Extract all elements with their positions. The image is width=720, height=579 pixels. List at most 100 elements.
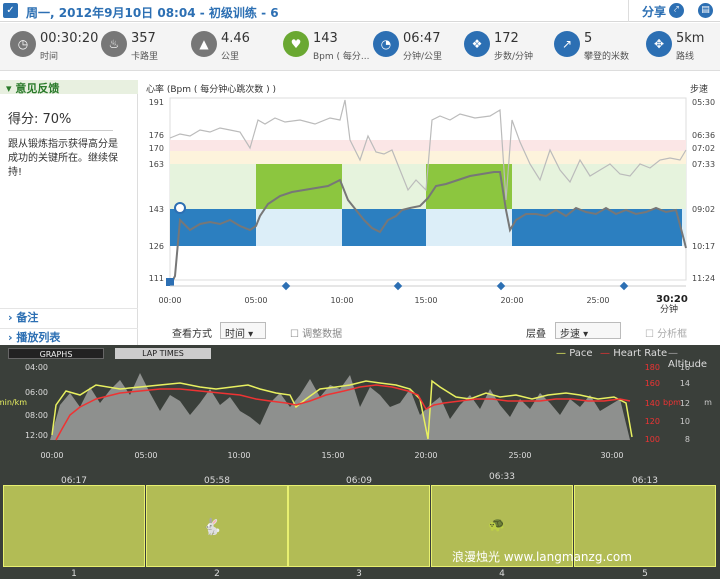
- x-tick-label: 05:00: [134, 451, 157, 460]
- lap-bar[interactable]: [146, 485, 288, 567]
- x-tick-label: 05:00: [244, 296, 267, 305]
- graphs-svg[interactable]: 04:0006:0008:0012:00min/km18016014012010…: [0, 345, 720, 579]
- x-tick-label: 15:00: [321, 451, 344, 460]
- y2-tick-label: 09:02: [692, 205, 715, 214]
- map-pin-icon[interactable]: [174, 202, 186, 214]
- lap-pace: 06:33: [489, 472, 515, 482]
- pace-tick-label: 04:00: [25, 363, 48, 372]
- x-tick-label: 30:00: [600, 451, 623, 460]
- altitude-tick-label: 8: [685, 435, 690, 444]
- share-icon[interactable]: ⤤: [669, 3, 684, 18]
- score: 得分: 70%: [8, 112, 72, 127]
- bpm-tick-label: 180: [645, 363, 660, 372]
- chart-axes: 191 176 170 163 143 126 111 05:30 06:36 07:02 07:3…: [149, 98, 715, 305]
- y-tick-label: 163: [149, 160, 164, 169]
- lower-panel: GRAPHS LAP TIMES — Pace — Heart Rate — A…: [0, 345, 720, 579]
- playhead-marker[interactable]: [166, 278, 174, 286]
- print-icon[interactable]: ▤: [698, 3, 713, 18]
- lap-bar[interactable]: [431, 485, 573, 567]
- feedback-toggle[interactable]: ▾ 意见反馈: [0, 80, 138, 95]
- notes-toggle[interactable]: › 备注: [0, 308, 138, 324]
- tab-lap-times[interactable]: LAP TIMES: [115, 348, 211, 359]
- footsteps-icon: ❖: [464, 31, 490, 57]
- sidebar: ▾ 意见反馈 得分: 70% 跟从锻炼指示获得高分是成功的关键所在。继续保持! …: [0, 80, 138, 345]
- total-time: 30:20: [656, 294, 688, 305]
- x-tick-label: 00:00: [158, 296, 181, 305]
- bpm-tick-label: 160: [645, 379, 660, 388]
- collapse-checkbox[interactable]: ✓: [3, 3, 18, 18]
- overlay-select[interactable]: 步速 ▾: [555, 322, 621, 340]
- share-button[interactable]: 分享: [642, 5, 667, 19]
- y-tick-label: 143: [149, 205, 164, 214]
- pace-axis-label: min/km: [0, 398, 27, 407]
- stopwatch-icon: ◷: [10, 31, 36, 57]
- lap-marker[interactable]: [281, 281, 291, 291]
- analysis-checkbox[interactable]: ☐ 分析框: [645, 329, 688, 340]
- lap-number: 2: [214, 569, 220, 579]
- y-tick-label: 176: [149, 131, 164, 140]
- x-tick-label: 20:00: [414, 451, 437, 460]
- lap-bar[interactable]: [288, 485, 430, 567]
- y-tick-label: 191: [149, 98, 164, 107]
- interval-green-2: [426, 164, 512, 209]
- x-tick-label: 10:00: [227, 451, 250, 460]
- turtle-icon: 🐢: [488, 517, 506, 533]
- y2-tick-label: 07:02: [692, 144, 715, 153]
- chart-title: 心率 (Bpm ( 每分钟心跳次数 ) ): [146, 83, 276, 95]
- route-icon: ✥: [646, 31, 672, 57]
- divider: [628, 0, 629, 22]
- lap-marker[interactable]: [619, 281, 629, 291]
- lower-axes: 04:00 06:00 08:00 12:00 min/km 180 160 140 120 10…: [0, 363, 712, 460]
- lap-bar[interactable]: [3, 485, 145, 567]
- lap-marker[interactable]: [393, 281, 403, 291]
- divider: [8, 130, 113, 131]
- heart-icon: ♥: [283, 31, 309, 57]
- legend-heartrate: — Heart Rate: [600, 348, 668, 359]
- view-mode-select[interactable]: 时间 ▾: [220, 322, 266, 340]
- x-tick-label: 25:00: [586, 296, 609, 305]
- altitude-tick-label: 10: [680, 417, 690, 426]
- lap-pace: 06:09: [346, 476, 372, 486]
- total-time-unit: 分钟: [660, 303, 678, 315]
- y-tick-label: 111: [149, 274, 164, 283]
- overlay-label: 层叠: [526, 329, 546, 340]
- lap-pace: 05:58: [204, 476, 230, 486]
- lap-pace: 06:13: [632, 476, 658, 486]
- pace-tick-label: 12:00: [25, 431, 48, 440]
- y2-tick-label: 06:36: [692, 131, 715, 140]
- y-tick-label: 170: [149, 144, 164, 153]
- bpm-tick-label: 140: [645, 399, 660, 408]
- bpm-axis-label: bpm: [663, 398, 681, 407]
- legend-altitude: — Altitude: [668, 348, 708, 370]
- pace-tick-label: 08:00: [25, 411, 48, 420]
- y-tick-label: 126: [149, 242, 164, 251]
- stats-bar: ◷ 00:30:20 时间 ♨ 357 卡路里 ▲ 4.46 公里 ♥ 143 Bpm ( 每分…: [0, 23, 720, 71]
- x-tick-label: 00:00: [40, 451, 63, 460]
- x-tick-label: 25:00: [508, 451, 531, 460]
- zone-orange: [170, 151, 686, 164]
- x-tick-label: 20:00: [500, 296, 523, 305]
- y2-tick-label: 10:17: [692, 242, 715, 251]
- zone-red: [170, 140, 686, 151]
- bpm-tick-label: 120: [645, 417, 660, 426]
- adjust-data-checkbox[interactable]: ☐ 调整数据: [290, 329, 343, 340]
- altitude-tick-label: 14: [680, 379, 690, 388]
- x-tick-label: 15:00: [414, 296, 437, 305]
- feedback-text: 跟从锻炼指示获得高分是成功的关键所在。继续保持!: [8, 139, 118, 178]
- y2-tick-label: 11:24: [692, 274, 715, 283]
- gauge-icon: ◔: [373, 31, 399, 57]
- lap-bar[interactable]: [574, 485, 716, 567]
- playlist-toggle[interactable]: › 播放列表: [0, 328, 138, 344]
- workout-title: 周一, 2012年9月10日 08:04 - 初级训练 - 6: [26, 6, 279, 20]
- tab-graphs[interactable]: GRAPHS: [8, 348, 104, 359]
- flame-icon: ♨: [101, 31, 127, 57]
- altitude-axis-label: m: [704, 398, 712, 407]
- lap-marker[interactable]: [496, 281, 506, 291]
- lap-number: 4: [499, 569, 505, 579]
- altitude-tick-label: 16: [680, 363, 690, 372]
- lap-number: 3: [356, 569, 362, 579]
- heartrate-chart-svg[interactable]: 心率 (Bpm ( 每分钟心跳次数 ) ) 步速 191 176 170 163 143…: [140, 80, 720, 345]
- legend-pace: — Pace: [556, 348, 593, 359]
- chart-right-title: 步速: [690, 84, 708, 95]
- climb-icon: ↗: [554, 31, 580, 57]
